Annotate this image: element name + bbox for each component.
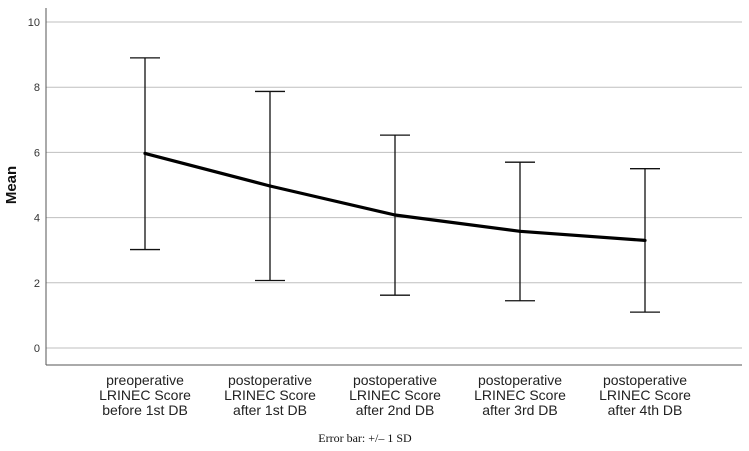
x-category-line-3-1: postoperative — [353, 372, 437, 388]
y-tick-label-6: 6 — [34, 147, 40, 159]
y-tick-label-0: 0 — [34, 343, 40, 355]
x-category-labels: preoperative LRINEC Score before 1st DBpos… — [99, 372, 691, 418]
mean-point-3 — [393, 213, 397, 217]
x-category-line-4-3: after 3rd DB — [482, 402, 557, 418]
x-category-line-3-3: after 2nd DB — [356, 402, 435, 418]
x-category-line-3-2: LRINEC Score — [349, 387, 441, 403]
x-category-line-2-3: after 1st DB — [233, 402, 307, 418]
mean-point-1 — [143, 151, 147, 155]
x-category-line-2-1: postoperative — [228, 372, 312, 388]
x-category-line-5-2: LRINEC Score — [599, 387, 691, 403]
x-category-label-3: postoperative LRINEC Score after 2nd DB — [349, 372, 441, 418]
y-tick-label-10: 10 — [28, 17, 40, 29]
x-category-line-1-2: LRINEC Score — [99, 387, 191, 403]
mean-point-4 — [518, 229, 522, 233]
mean-point-2 — [268, 184, 272, 188]
x-category-line-1-3: before 1st DB — [102, 402, 188, 418]
y-tick-label-2: 2 — [34, 278, 40, 290]
x-category-line-1-1: preoperative — [106, 372, 184, 388]
axes — [45, 8, 742, 366]
x-category-line-4-1: postoperative — [478, 372, 562, 388]
x-category-label-2: postoperative LRINEC Score after 1st DB — [224, 372, 316, 418]
mean-line — [143, 151, 647, 243]
x-category-line-2-2: LRINEC Score — [224, 387, 316, 403]
grid-lines — [46, 21, 742, 349]
x-category-label-4: postoperative LRINEC Score after 3rd DB — [474, 372, 566, 418]
error-bars — [130, 57, 660, 313]
y-tick-label-8: 8 — [34, 82, 40, 94]
y-tick-label-4: 4 — [34, 213, 40, 225]
y-axis-title: Mean — [3, 166, 20, 204]
mean-point-5 — [643, 238, 647, 243]
error-bar-footnote: Error bar: +/– 1 SD — [318, 431, 412, 445]
y-tick-labels: 0 2 4 6 8 10 — [28, 17, 40, 355]
x-category-label-5: postoperative LRINEC Score after 4th DB — [599, 372, 691, 418]
x-category-line-5-3: after 4th DB — [608, 402, 683, 418]
x-category-line-5-1: postoperative — [603, 372, 687, 388]
x-category-line-4-2: LRINEC Score — [474, 387, 566, 403]
x-category-label-1: preoperative LRINEC Score before 1st DB — [99, 372, 191, 418]
